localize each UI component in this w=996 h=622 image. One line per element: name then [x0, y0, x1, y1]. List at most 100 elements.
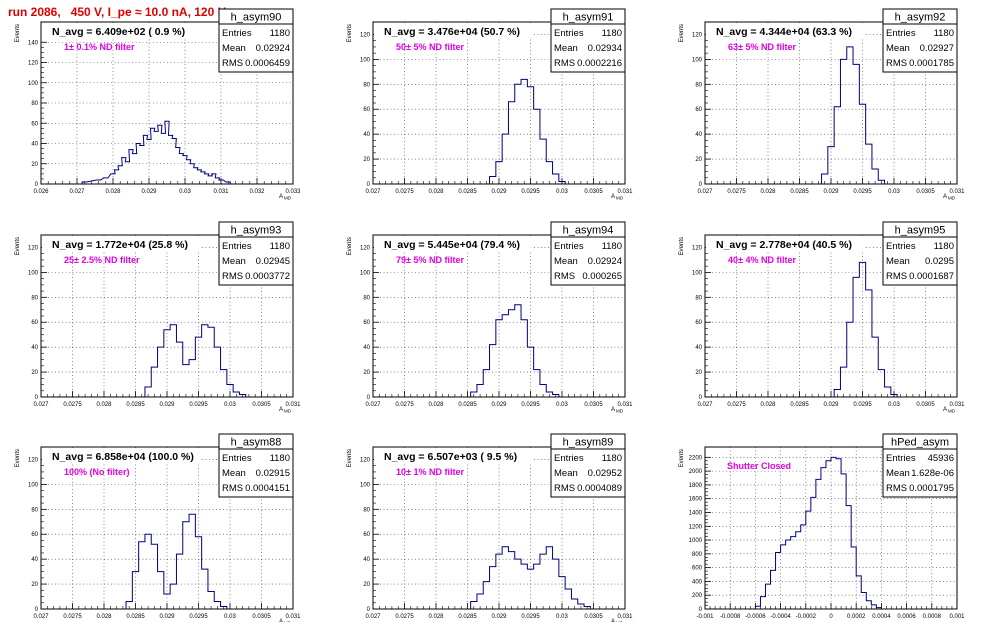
x-tick-label: -0.001 — [696, 614, 714, 620]
y-tick-label: 120 — [360, 32, 371, 38]
x-tick-label: 0.029 — [159, 402, 175, 408]
x-tick-label: 0.029 — [491, 189, 507, 195]
histogram-line — [754, 456, 882, 609]
y-tick-label: 60 — [31, 532, 38, 538]
x-tick-label: -0.0006 — [745, 614, 766, 620]
y-tick-label: 120 — [360, 457, 371, 463]
stats-value: 0.02915 — [256, 468, 290, 479]
x-tick-label: 0.0275 — [395, 189, 414, 195]
x-axis-title: AMD — [943, 407, 956, 414]
histogram-panel-h_asym93: 0.027 0.0275 0.028 0.0285 0.029 0.0295 0.03 0.0… — [15, 221, 301, 414]
stats-label: Entries — [886, 453, 916, 464]
stats-value: 1180 — [270, 28, 290, 39]
stats-label: Mean — [886, 256, 910, 267]
headline-text: N_avg = 5.445e+04 (79.4 %) — [384, 239, 520, 251]
stats-title: h_asym93 — [231, 225, 282, 237]
stats-value: 1180 — [602, 241, 622, 252]
y-tick-label: 0 — [367, 395, 371, 401]
x-tick-label: 0.0275 — [63, 402, 82, 408]
stats-label: Mean — [554, 43, 578, 54]
x-tick-label: 0.03 — [888, 189, 900, 195]
x-tick-label: 0.0305 — [916, 189, 935, 195]
x-tick-label: 0.03 — [224, 402, 236, 408]
x-tick-label: 0.028 — [96, 402, 112, 408]
y-axis-title: Events — [15, 237, 21, 255]
stats-title: h_asym89 — [563, 437, 614, 449]
x-tick-label: 0.0295 — [521, 189, 540, 195]
x-axis-title: AMD — [611, 407, 624, 414]
x-tick-label: 0.027 — [69, 189, 85, 195]
x-tick-label: -0.0004 — [770, 614, 791, 620]
y-tick-label: 80 — [363, 507, 370, 513]
histogram-line — [833, 261, 898, 397]
x-axis-title: AMD — [279, 194, 292, 201]
histogram-panel-h_asym95: 0.027 0.0275 0.028 0.0285 0.029 0.0295 0.03 0.0… — [679, 221, 965, 414]
x-tick-label: 0.0305 — [584, 614, 603, 620]
x-tick-label: 0.0305 — [252, 614, 271, 620]
stats-value: 1180 — [270, 241, 290, 252]
stats-box — [550, 236, 626, 286]
headline-text: N_avg = 1.772e+04 (25.8 %) — [52, 239, 188, 251]
x-tick-label: 0.029 — [823, 189, 839, 195]
y-tick-label: 20 — [363, 157, 370, 163]
x-tick-label: 0.0295 — [521, 614, 540, 620]
y-axis-title: Events — [347, 449, 353, 467]
stats-label: Mean — [222, 256, 246, 267]
headline-box — [42, 236, 202, 251]
stats-value: 0.0002216 — [577, 58, 622, 69]
x-tick-label: 0.027 — [697, 402, 713, 408]
histogram-panel-h_asym91: 0.027 0.0275 0.028 0.0285 0.029 0.0295 0.03 0.0… — [347, 8, 633, 201]
y-axis-title: Events — [679, 449, 685, 467]
note-text: 1± 0.1% ND filter — [64, 42, 135, 52]
y-tick-label: 140 — [28, 40, 39, 46]
y-tick-label: 400 — [692, 579, 703, 585]
y-tick-label: 120 — [28, 245, 39, 251]
stats-label: RMS — [554, 483, 575, 494]
histogram-line — [470, 304, 560, 397]
x-tick-label: 0.0285 — [126, 402, 145, 408]
y-tick-label: 1600 — [689, 497, 703, 503]
y-tick-label: 20 — [363, 370, 370, 376]
y-tick-label: 20 — [363, 582, 370, 588]
note-text: 50± 5% ND filter — [396, 42, 464, 52]
x-tick-label: 0.0275 — [63, 614, 82, 620]
stats-label: RMS — [222, 483, 243, 494]
stats-value: 0.02924 — [256, 43, 290, 54]
stats-label: Entries — [554, 453, 584, 464]
x-tick-label: 0.033 — [285, 189, 301, 195]
y-tick-label: 0 — [699, 182, 703, 188]
x-tick-label: 0.027 — [365, 402, 381, 408]
histogram-panel-h_asym90: 0.026 0.027 0.028 0.029 0.03 0.031 0.032 0.033 0… — [15, 8, 301, 201]
note-text: 40± 4% ND filter — [728, 255, 796, 265]
stats-value: 0.0001785 — [909, 58, 954, 69]
headline-text: N_avg = 6.409e+02 ( 0.9 %) — [52, 26, 185, 38]
y-tick-label: 100 — [360, 482, 371, 488]
y-tick-label: 0 — [367, 182, 371, 188]
y-tick-label: 20 — [31, 370, 38, 376]
histogram-panel-h_asym92: 0.027 0.0275 0.028 0.0285 0.029 0.0295 0.03 0.0… — [679, 8, 965, 201]
stats-value: 1180 — [602, 28, 622, 39]
stats-value: 0.02927 — [920, 43, 954, 54]
x-tick-label: 0.029 — [491, 402, 507, 408]
x-tick-label: 0.027 — [365, 614, 381, 620]
headline-text: N_avg = 4.344e+04 (63.3 %) — [716, 26, 852, 38]
x-tick-label: 0.0285 — [790, 402, 809, 408]
y-tick-label: 120 — [692, 32, 703, 38]
x-tick-label: 0.0285 — [790, 189, 809, 195]
x-tick-label: 0.0006 — [897, 614, 916, 620]
x-tick-label: 0.0275 — [727, 189, 746, 195]
histogram-line — [821, 46, 886, 184]
y-tick-label: 0 — [35, 182, 39, 188]
stats-label: Mean — [886, 43, 910, 54]
y-tick-label: 0 — [699, 395, 703, 401]
stats-box — [882, 23, 958, 73]
x-tick-label: 0.031 — [949, 189, 965, 195]
y-tick-label: 800 — [692, 552, 703, 558]
histogram-line — [144, 324, 247, 397]
y-tick-label: 40 — [31, 557, 38, 563]
x-tick-label: 0.031 — [213, 189, 229, 195]
y-tick-label: 120 — [360, 245, 371, 251]
x-tick-label: 0.026 — [33, 189, 49, 195]
x-tick-label: 0.028 — [428, 402, 444, 408]
stats-value: 1180 — [934, 28, 954, 39]
